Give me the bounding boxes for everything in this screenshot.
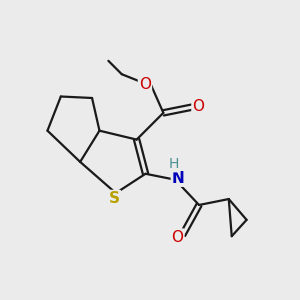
Text: N: N [172, 171, 184, 186]
Text: S: S [109, 191, 120, 206]
Text: O: O [139, 77, 151, 92]
Text: O: O [192, 99, 204, 114]
Text: H: H [169, 157, 179, 171]
Text: O: O [171, 230, 183, 244]
